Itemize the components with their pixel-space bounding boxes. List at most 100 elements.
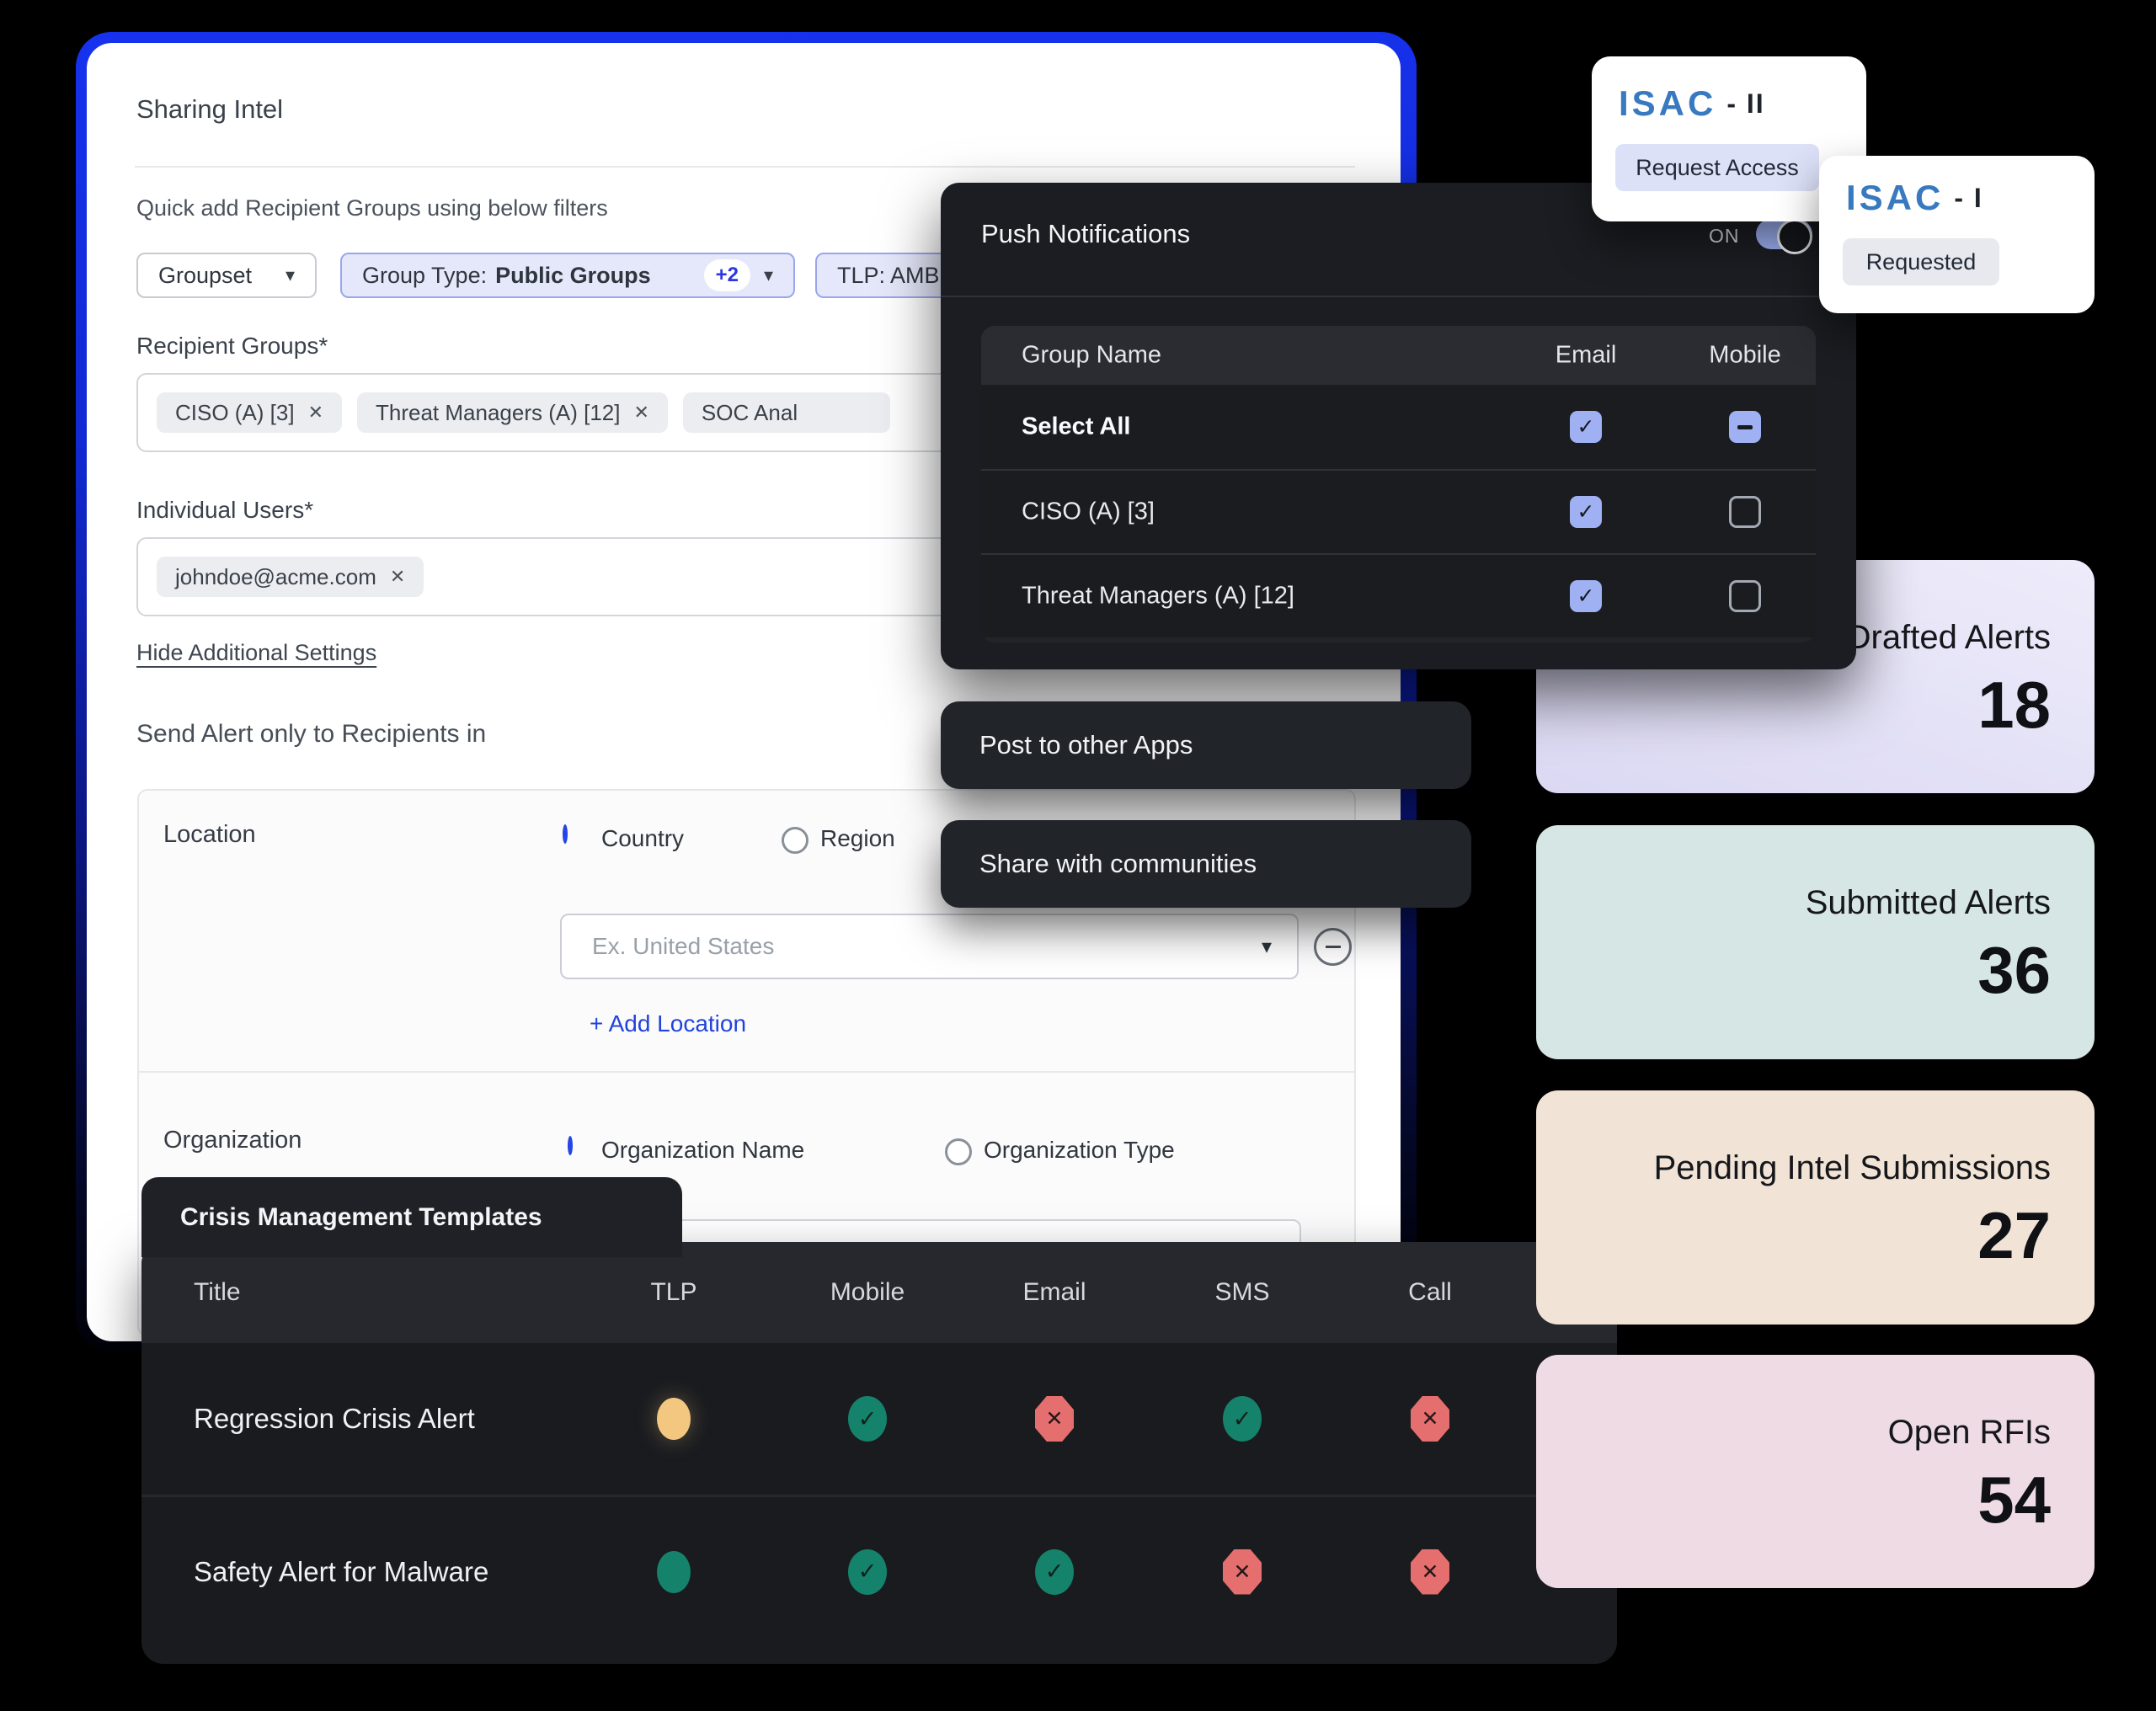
recipient-groups-label: Recipient Groups* xyxy=(136,333,328,359)
table-row: CISO (A) [3] xyxy=(981,469,1816,553)
email-checkbox-checked[interactable] xyxy=(1570,411,1602,443)
post-to-other-apps-button[interactable]: Post to other Apps xyxy=(941,701,1471,789)
share-with-communities-button[interactable]: Share with communities xyxy=(941,820,1471,908)
user-chip[interactable]: johndoe@acme.com xyxy=(157,557,424,597)
group-type-extras: +2 xyxy=(692,259,773,291)
column-header-mobile: Mobile xyxy=(1709,341,1781,369)
call-disabled-icon xyxy=(1411,1396,1449,1442)
quick-add-label: Quick add Recipient Groups using below f… xyxy=(136,195,608,221)
organization-name-radio[interactable] xyxy=(568,1136,573,1155)
isac-suffix-text: - II xyxy=(1726,88,1765,119)
isac-brand-text: ISAC xyxy=(1619,83,1717,123)
hide-additional-settings-link[interactable]: Hide Additional Settings xyxy=(136,640,377,665)
user-chip-row: johndoe@acme.com xyxy=(157,557,424,597)
add-location-button[interactable]: + Add Location xyxy=(590,1010,747,1037)
chevron-down-icon xyxy=(1262,935,1272,959)
page-title: Sharing Intel xyxy=(136,94,284,124)
group-type-text: Group Type: Public Groups xyxy=(362,262,651,288)
region-radio-label: Region xyxy=(820,825,895,851)
individual-users-label: Individual Users* xyxy=(136,497,314,523)
group-name: Threat Managers (A) [12] xyxy=(1022,582,1294,610)
email-checkbox-checked[interactable] xyxy=(1570,580,1602,612)
stat-value: 36 xyxy=(1977,933,2051,1007)
stat-value: 54 xyxy=(1977,1463,2051,1537)
group-name: Select All xyxy=(1022,413,1131,440)
send-alert-heading: Send Alert only to Recipients in xyxy=(136,720,487,748)
isac-logo: ISAC - I xyxy=(1846,178,1983,218)
stat-label: Drafted Alerts xyxy=(1846,619,2051,656)
region-radio[interactable] xyxy=(782,827,808,854)
chevron-down-icon xyxy=(764,264,773,286)
groupset-filter-button[interactable]: Groupset xyxy=(136,253,317,298)
requested-button[interactable]: Requested xyxy=(1843,238,1999,285)
crisis-templates-table: Title TLP Mobile Email SMS Call Regressi… xyxy=(141,1242,1617,1664)
push-notifications-panel: Push Notifications ON Group Name Email M… xyxy=(941,183,1856,669)
location-select[interactable]: Ex. United States xyxy=(560,914,1299,979)
mobile-checkbox-unchecked[interactable] xyxy=(1729,496,1761,528)
email-disabled-icon xyxy=(1035,1396,1074,1442)
mobile-checkbox-unchecked[interactable] xyxy=(1729,580,1761,612)
template-title: Safety Alert for Malware xyxy=(194,1555,489,1587)
chip-label: SOC Anal xyxy=(701,399,798,425)
stat-label: Pending Intel Submissions xyxy=(1653,1149,2051,1186)
stat-label: Submitted Alerts xyxy=(1805,884,2051,921)
email-checkbox-checked[interactable] xyxy=(1570,496,1602,528)
column-header-call: Call xyxy=(1408,1278,1452,1306)
column-header-mobile: Mobile xyxy=(830,1278,905,1306)
organization-label: Organization xyxy=(163,1127,302,1154)
request-access-button[interactable]: Request Access xyxy=(1615,144,1819,191)
tlp-label: TLP: AMB xyxy=(837,262,940,288)
sms-enabled-icon xyxy=(1223,1396,1262,1442)
country-radio[interactable] xyxy=(563,824,568,844)
stat-value: 27 xyxy=(1977,1198,2051,1272)
table-row[interactable]: Regression Crisis Alert xyxy=(141,1343,1617,1495)
stat-card-open-rfis[interactable]: Open RFIs 54 xyxy=(1536,1355,2095,1588)
mobile-enabled-icon xyxy=(848,1548,887,1595)
group-type-filter-button[interactable]: Group Type: Public Groups +2 xyxy=(340,253,795,298)
stat-value: 18 xyxy=(1977,668,2051,742)
table-row[interactable]: Safety Alert for Malware xyxy=(141,1495,1617,1646)
column-header-group-name: Group Name xyxy=(1022,341,1162,369)
close-icon[interactable] xyxy=(308,402,323,424)
recipient-chip[interactable]: CISO (A) [3] xyxy=(157,392,343,433)
stat-card-pending-intel[interactable]: Pending Intel Submissions 27 xyxy=(1536,1090,2095,1325)
header-divider xyxy=(135,166,1355,168)
table-row: Select All xyxy=(981,385,1816,469)
country-radio-label: Country xyxy=(601,825,685,851)
email-enabled-icon xyxy=(1035,1548,1074,1595)
chip-label: CISO (A) [3] xyxy=(175,399,295,425)
push-notifications-title: Push Notifications xyxy=(981,219,1191,248)
column-header-tlp: TLP xyxy=(650,1278,697,1306)
panel-divider xyxy=(941,296,1856,297)
section-divider xyxy=(138,1071,1355,1073)
group-type-count-badge: +2 xyxy=(703,259,750,291)
push-table-header: Group Name Email Mobile xyxy=(981,326,1816,385)
isac-i-card: ISAC - I Requested xyxy=(1819,156,2095,313)
column-header-sms: SMS xyxy=(1214,1278,1270,1306)
stat-label: Open RFIs xyxy=(1887,1414,2051,1451)
groupset-label: Groupset xyxy=(158,262,253,288)
organization-name-radio-label: Organization Name xyxy=(601,1137,805,1163)
organization-type-radio[interactable] xyxy=(945,1138,972,1165)
recipient-chip-row: CISO (A) [3] Threat Managers (A) [12] SO… xyxy=(157,392,891,433)
recipient-chip[interactable]: SOC Anal xyxy=(682,392,891,433)
recipient-chip[interactable]: Threat Managers (A) [12] xyxy=(357,392,668,433)
push-groups-table: Group Name Email Mobile Select All CISO … xyxy=(981,326,1816,642)
mobile-checkbox-indeterminate[interactable] xyxy=(1729,411,1761,443)
location-select-placeholder: Ex. United States xyxy=(592,933,775,959)
push-notifications-toggle[interactable] xyxy=(1756,219,1812,254)
crisis-table-header: Title TLP Mobile Email SMS Call xyxy=(141,1242,1617,1343)
table-row: Threat Managers (A) [12] xyxy=(981,553,1816,637)
tlp-green-indicator xyxy=(657,1550,691,1593)
stat-card-submitted-alerts[interactable]: Submitted Alerts 36 xyxy=(1536,825,2095,1059)
close-icon[interactable] xyxy=(390,566,405,588)
isac-logo: ISAC - II xyxy=(1619,83,1765,124)
chevron-down-icon xyxy=(286,264,295,286)
close-icon[interactable] xyxy=(633,402,648,424)
organization-type-radio-label: Organization Type xyxy=(984,1137,1175,1163)
crisis-templates-tab[interactable]: Crisis Management Templates xyxy=(141,1177,682,1257)
template-title: Regression Crisis Alert xyxy=(194,1403,475,1434)
sms-disabled-icon xyxy=(1223,1548,1262,1595)
isac-suffix-text: - I xyxy=(1954,182,1983,213)
remove-location-button[interactable] xyxy=(1314,928,1352,966)
